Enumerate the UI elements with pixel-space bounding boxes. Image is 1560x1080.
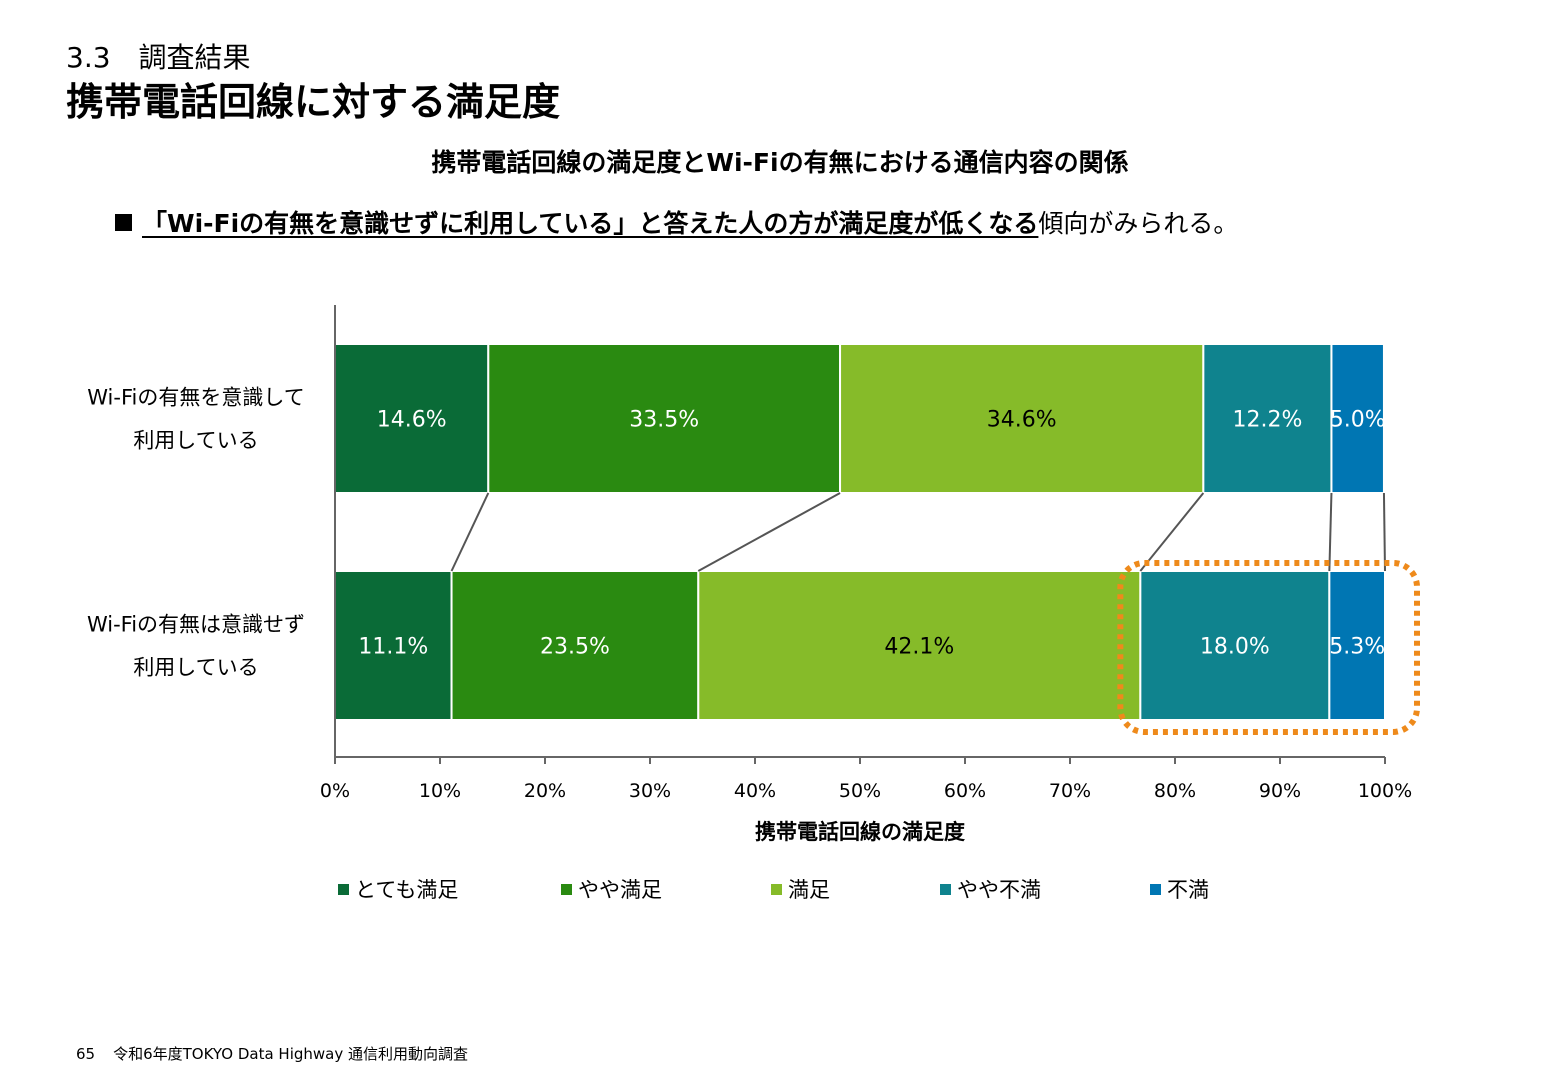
legend-item: やや不満 (940, 874, 1041, 904)
section-label: 3.3 調査結果 (66, 41, 251, 74)
chart-title: 携帯電話回線の満足度とWi-Fiの有無における通信内容の関係 (431, 148, 1129, 177)
x-tick-label: 60% (944, 780, 986, 802)
legend-label: 不満 (1167, 878, 1209, 902)
finding-text: 「Wi-Fiの有無を意識せずに利用している」と答えた人の方が満足度が低くなる傾向… (115, 204, 1238, 240)
bar-segment (450, 570, 700, 721)
x-tick-label: 20% (524, 780, 566, 802)
data-label: 18.0% (1200, 635, 1270, 660)
data-label: 11.1% (358, 635, 428, 660)
series-connector-line (450, 492, 490, 572)
legend-item: 満足 (771, 874, 830, 904)
category-label: 利用している (133, 429, 258, 453)
x-axis-title: 携帯電話回線の満足度 (755, 820, 965, 844)
x-tick-label: 40% (734, 780, 776, 802)
data-label: 23.5% (540, 635, 610, 660)
legend-label: とても満足 (355, 878, 459, 902)
x-tick-label: 80% (1154, 780, 1196, 802)
bar-segment (1202, 343, 1333, 494)
series-connector-line (1382, 492, 1386, 572)
legend-swatch (771, 884, 782, 895)
finding-highlight: 「Wi-Fiの有無を意識せずに利用している」と答えた人の方が満足度が低くなる (142, 209, 1039, 238)
x-tick-label: 0% (320, 780, 350, 802)
data-label: 5.0% (1330, 408, 1386, 433)
bar-segment (697, 570, 1142, 721)
category-label: Wi-Fiの有無を意識して (87, 386, 304, 410)
legend-item: やや満足 (561, 874, 662, 904)
legend-item: とても満足 (338, 874, 458, 904)
x-tick-label: 10% (419, 780, 461, 802)
chart-legend: とても満足 やや満足 満足 やや不満 不満 (0, 874, 1560, 904)
bullet-square-icon (115, 214, 132, 231)
bar-segment (839, 343, 1205, 494)
legend-swatch (1150, 884, 1161, 895)
bar-segment (1330, 343, 1385, 494)
bar-segment (1328, 570, 1386, 721)
highlight-box (1117, 560, 1420, 735)
series-connector-line (1328, 492, 1333, 572)
footer: 65 令和6年度TOKYO Data Highway 通信利用動向調査 (76, 1043, 468, 1064)
x-tick-label: 50% (839, 780, 881, 802)
data-label: 33.5% (629, 408, 699, 433)
category-label: 利用している (133, 656, 258, 680)
data-label: 5.3% (1329, 635, 1385, 660)
legend-label: やや満足 (578, 878, 662, 902)
legend-swatch (338, 884, 349, 895)
legend-label: 満足 (788, 878, 830, 902)
finding-rest: 傾向がみられる。 (1038, 209, 1239, 238)
data-label: 42.1% (884, 635, 954, 660)
legend-label: やや不満 (957, 878, 1041, 902)
x-tick-label: 90% (1259, 780, 1301, 802)
legend-swatch (940, 884, 951, 895)
page-title: 携帯電話回線に対する満足度 (66, 80, 561, 124)
category-label: Wi-Fiの有無は意識せず (87, 613, 305, 637)
data-label: 14.6% (377, 408, 447, 433)
x-tick-label: 100% (1358, 780, 1412, 802)
legend-swatch (561, 884, 572, 895)
series-connector-line (697, 492, 841, 572)
series-connector-line (1139, 492, 1205, 572)
data-label: 12.2% (1232, 408, 1302, 433)
x-tick-label: 70% (1049, 780, 1091, 802)
source-note: 令和6年度TOKYO Data Highway 通信利用動向調査 (113, 1045, 468, 1063)
x-tick-label: 30% (629, 780, 671, 802)
legend-item: 不満 (1150, 874, 1209, 904)
data-label: 34.6% (987, 408, 1057, 433)
page-number: 65 (76, 1045, 96, 1063)
